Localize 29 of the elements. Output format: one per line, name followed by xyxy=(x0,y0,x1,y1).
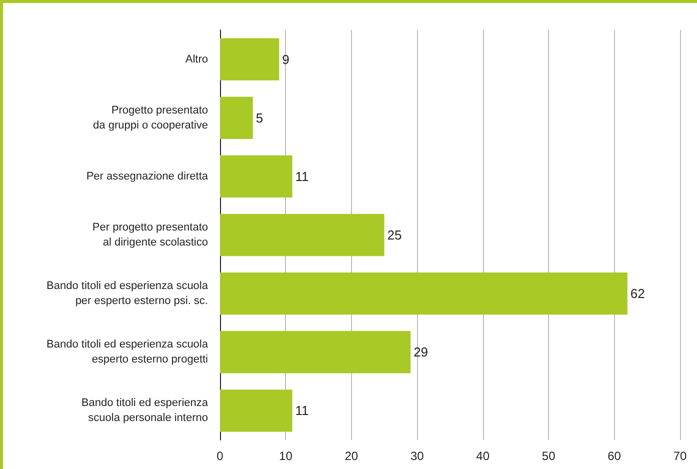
y-tick-label: Altro xyxy=(185,53,208,66)
y-tick-label: Progetto presentato da gruppi o cooperative xyxy=(93,104,208,132)
data-label: 25 xyxy=(387,228,402,242)
bar xyxy=(220,214,384,256)
data-label: 62 xyxy=(630,286,645,302)
data-label: 11 xyxy=(295,168,309,184)
y-tick-label: Bando titoli ed esperienza scuola per esperto esterno psi. sc. xyxy=(46,280,209,308)
y-tick-label: Bando titoli ed esperienza scuola personale interno xyxy=(81,397,209,424)
y-tick-label: Per progetto presentato al dirigente scolastico xyxy=(92,222,208,248)
data-label: 29 xyxy=(414,344,428,360)
x-tick-label: 70 xyxy=(673,449,687,463)
data-label: 5 xyxy=(256,110,264,126)
x-tick-label: 10 xyxy=(279,449,293,463)
y-tick-label: Bando titoli ed esperienza scuola esperto esterno progetti xyxy=(46,338,209,366)
bar xyxy=(220,390,292,432)
x-tick-label: 40 xyxy=(476,449,490,463)
bar xyxy=(220,272,628,315)
bar xyxy=(220,96,253,139)
bar xyxy=(220,155,292,198)
bar xyxy=(220,38,280,80)
bar xyxy=(220,331,411,374)
data-label: 9 xyxy=(282,52,290,67)
x-tick-label: 60 xyxy=(608,449,622,463)
x-tick-label: 0 xyxy=(216,449,224,463)
y-tick-label: Per assegnazione diretta xyxy=(86,170,209,182)
data-label: 11 xyxy=(295,403,309,418)
x-tick-label: 20 xyxy=(344,449,358,463)
x-tick-label: 50 xyxy=(542,449,556,463)
x-tick-label: 30 xyxy=(410,449,424,463)
